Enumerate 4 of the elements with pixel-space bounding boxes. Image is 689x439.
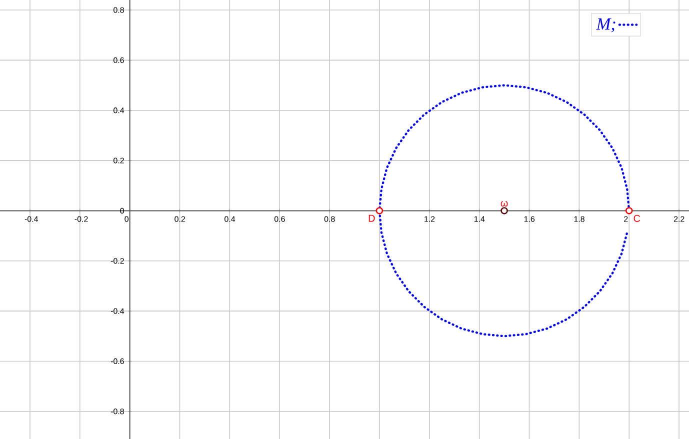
annotation: D bbox=[368, 214, 375, 222]
annotation: ω bbox=[500, 201, 508, 207]
annotation: C bbox=[634, 214, 640, 222]
legend-label: M; bbox=[596, 18, 616, 32]
